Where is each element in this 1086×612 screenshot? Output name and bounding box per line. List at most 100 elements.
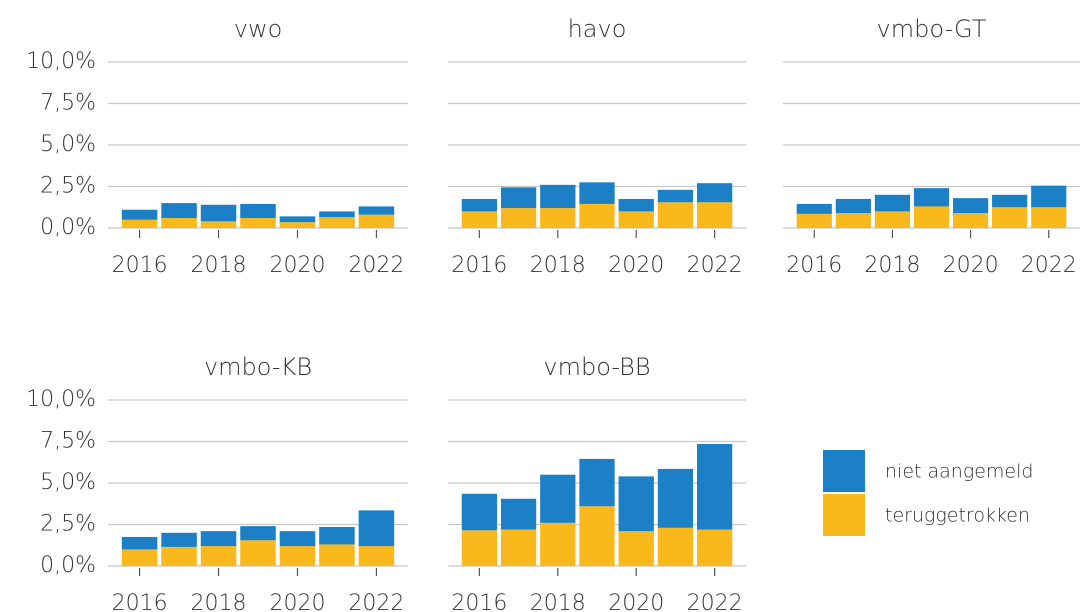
x-tick-label: 2022 <box>348 253 404 278</box>
bar-segment <box>200 204 237 222</box>
x-tick-label: 2016 <box>112 253 168 278</box>
bar-segment <box>200 546 237 566</box>
bar-segment <box>874 211 911 228</box>
bar-segment <box>319 526 355 545</box>
bar-segment <box>240 526 276 541</box>
x-tick-label: 2018 <box>191 591 247 612</box>
bar-segment <box>540 522 576 566</box>
bar-segment <box>579 182 615 204</box>
bar-segment <box>319 211 355 218</box>
x-tick-label: 2018 <box>864 253 920 278</box>
x-tick-label: 2020 <box>269 591 325 612</box>
bar-segment <box>121 549 158 566</box>
panel-title: vmbo-BB <box>543 353 650 381</box>
bar-segment <box>240 540 276 566</box>
x-tick-label: 2022 <box>1021 253 1077 278</box>
x-tick-label: 2018 <box>530 591 586 612</box>
bar-segment <box>579 458 615 507</box>
panel-title: vmbo-KB <box>204 353 312 381</box>
y-tick-label: 0,0% <box>40 553 96 578</box>
bar-segment <box>1031 207 1067 228</box>
bar-segment <box>279 531 316 547</box>
legend-swatch <box>823 494 865 536</box>
bar-segment <box>657 189 694 203</box>
bar-segment <box>461 198 498 212</box>
bar-segment <box>461 530 498 566</box>
x-tick-label: 2022 <box>687 253 743 278</box>
x-tick-label: 2020 <box>943 253 999 278</box>
bar-segment <box>121 536 158 550</box>
x-tick-label: 2022 <box>687 591 743 612</box>
bar-segment <box>161 532 197 547</box>
bar-segment <box>618 211 654 228</box>
bar-segment <box>657 202 694 228</box>
y-tick-label: 7,5% <box>40 429 96 454</box>
bar-segment <box>657 527 694 566</box>
bar-segment <box>121 219 158 228</box>
bar-segment <box>161 546 197 566</box>
bar-segment <box>796 203 832 214</box>
bar-segment <box>992 207 1028 228</box>
bar-segment <box>540 184 576 209</box>
bar-segment <box>913 206 950 228</box>
y-tick-label: 0,0% <box>40 215 96 240</box>
x-tick-label: 2016 <box>786 253 842 278</box>
bar-segment <box>200 531 237 547</box>
bar-segment <box>618 198 654 212</box>
bar-segment <box>240 203 276 219</box>
bar-segment <box>200 221 237 228</box>
x-tick-label: 2022 <box>348 591 404 612</box>
bar-segment <box>358 214 395 228</box>
bar-segment <box>358 206 395 215</box>
legend-label: niet aangemeld <box>885 461 1033 483</box>
bar-segment <box>618 476 654 532</box>
bar-segment <box>913 188 950 207</box>
x-tick-label: 2018 <box>530 253 586 278</box>
y-tick-label: 2,5% <box>40 174 96 199</box>
bar-segment <box>540 474 576 523</box>
bar-segment <box>461 493 498 531</box>
bar-segment <box>1031 185 1067 208</box>
bar-segment <box>500 208 537 228</box>
bar-segment <box>500 529 537 566</box>
panel-title: vmbo-GT <box>877 15 987 43</box>
bar-segment <box>279 546 316 566</box>
legend-swatch <box>823 450 865 492</box>
x-tick-label: 2020 <box>608 253 664 278</box>
legend-label: teruggetrokken <box>885 505 1030 527</box>
bar-segment <box>358 546 395 566</box>
bar-segment <box>279 216 316 223</box>
bar-segment <box>657 468 694 528</box>
y-tick-label: 2,5% <box>40 512 96 537</box>
bar-segment <box>992 194 1028 208</box>
bar-segment <box>461 211 498 228</box>
y-tick-label: 5,0% <box>40 132 96 157</box>
bar-segment <box>952 213 989 228</box>
x-tick-label: 2020 <box>269 253 325 278</box>
bar-segment <box>835 213 871 228</box>
bar-segment <box>579 506 615 566</box>
y-tick-label: 7,5% <box>40 91 96 116</box>
bar-segment <box>796 213 832 228</box>
bar-segment <box>696 183 733 203</box>
y-tick-label: 10,0% <box>26 387 96 412</box>
bar-segment <box>121 209 158 220</box>
panel-title: vwo <box>234 15 283 43</box>
x-tick-label: 2020 <box>608 591 664 612</box>
bar-segment <box>540 208 576 228</box>
x-tick-label: 2016 <box>451 253 507 278</box>
bar-segment <box>358 510 395 547</box>
bar-segment <box>161 218 197 228</box>
x-tick-label: 2018 <box>191 253 247 278</box>
bar-segment <box>874 194 911 212</box>
y-tick-label: 5,0% <box>40 470 96 495</box>
x-tick-label: 2016 <box>451 591 507 612</box>
bar-segment <box>696 202 733 228</box>
bar-segment <box>952 198 989 214</box>
bar-segment <box>319 217 355 228</box>
bar-segment <box>579 203 615 228</box>
bar-segment <box>835 198 871 214</box>
bar-segment <box>279 222 316 228</box>
bar-segment <box>618 531 654 566</box>
bar-segment <box>319 544 355 566</box>
